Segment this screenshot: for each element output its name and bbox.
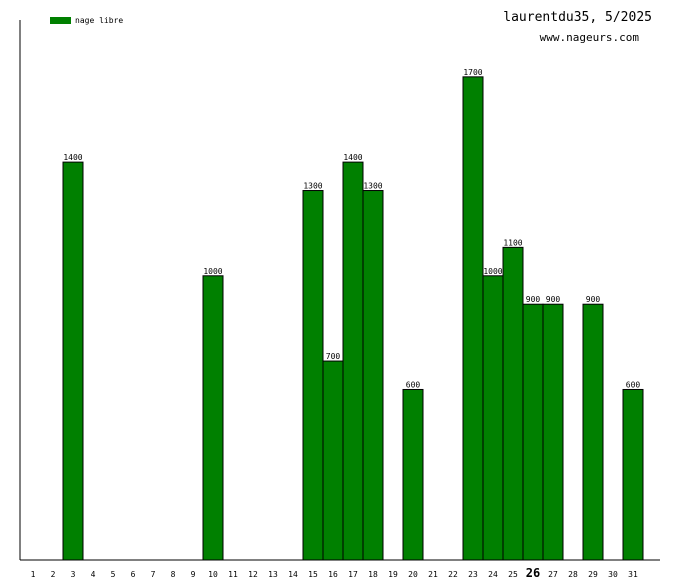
bar [322,360,344,561]
x-tick-label: 17 [348,570,358,579]
x-tick-label: 15 [308,570,318,579]
bar-value-label: 1100 [503,238,522,247]
x-tick-label: 10 [208,570,218,579]
x-tick-label: 27 [548,570,558,579]
bar [582,303,604,561]
bar-value-label: 1400 [343,153,362,162]
x-tick-label: 1 [31,570,36,579]
x-tick-label: 26 [526,566,540,580]
x-tick-label: 6 [131,570,136,579]
bar [202,275,224,561]
bar [482,275,504,561]
x-tick-labels-layer: 1 2 3 4 5 6 7 8 9 10 11 12 13 14 15 16 17 18 19 20 21 22 23 24 2… [31,566,638,580]
x-tick-label: 14 [288,570,298,579]
x-tick-label: 2 [51,570,56,579]
bar [502,246,524,561]
bar [62,161,84,561]
bars-layer [62,76,644,561]
x-tick-label: 29 [588,570,598,579]
x-tick-label: 11 [228,570,238,579]
bar-value-label: 1700 [463,68,482,77]
chart-title: laurentdu35, 5/2025 [503,10,652,25]
legend-label: nage libre [75,16,124,25]
x-tick-label: 30 [608,570,618,579]
x-tick-label: 28 [568,570,578,579]
x-tick-label: 13 [268,570,278,579]
bar-value-label: 1300 [363,182,382,191]
x-tick-label: 24 [488,570,498,579]
x-tick-label: 8 [171,570,176,579]
bar-value-label: 1000 [483,267,502,276]
bar-value-label: 700 [326,352,341,361]
bar [542,303,564,561]
bar [342,161,364,561]
bar [402,388,424,561]
x-tick-label: 3 [71,570,76,579]
x-tick-label: 12 [248,570,258,579]
bar-value-label: 1000 [203,267,222,276]
bar-value-label: 900 [586,295,601,304]
bar [622,388,644,561]
bar-value-label: 600 [406,380,421,389]
chart-subtitle: www.nageurs.com [539,31,639,44]
bar-value-label: 1400 [63,153,82,162]
x-tick-label: 7 [151,570,156,579]
bar-value-label: 1300 [303,182,322,191]
x-tick-label: 31 [628,570,638,579]
legend-swatch [50,17,71,24]
x-tick-label: 23 [468,570,478,579]
bar [462,76,484,561]
x-tick-label: 16 [328,570,338,579]
x-tick-label: 4 [91,570,96,579]
x-tick-label: 20 [408,570,418,579]
bar-value-label: 900 [526,295,541,304]
x-tick-label: 22 [448,570,458,579]
value-labels-layer: 1400 1000 1300 700 1400 1300 600 1700 1000 1100 90… [63,68,640,390]
x-tick-label: 25 [508,570,518,579]
x-tick-label: 18 [368,570,378,579]
legend: nage libre [50,16,123,25]
bar [362,190,384,561]
x-tick-label: 5 [111,570,116,579]
bar [522,303,544,561]
bar-value-label: 600 [626,380,641,389]
bar-value-label: 900 [546,295,561,304]
x-tick-label: 21 [428,570,438,579]
x-tick-label: 19 [388,570,398,579]
x-tick-label: 9 [191,570,196,579]
bar [302,190,324,561]
